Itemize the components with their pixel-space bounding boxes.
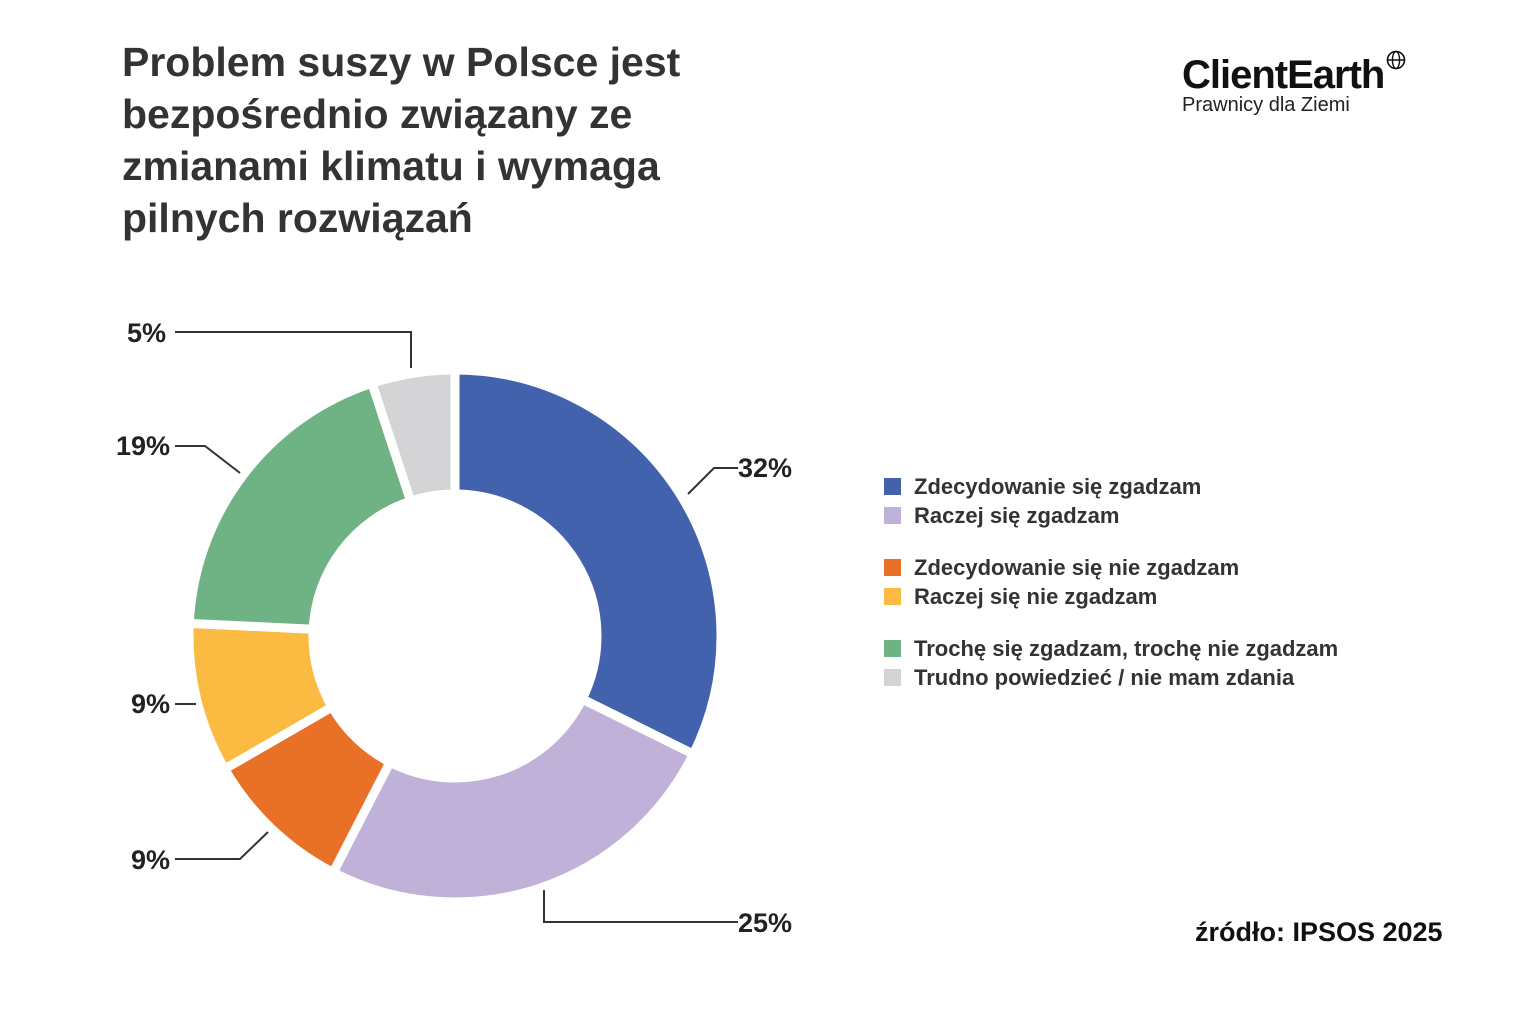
leader-line bbox=[175, 445, 241, 474]
globe-icon bbox=[1387, 50, 1406, 70]
slice-value-label: 9% bbox=[131, 845, 170, 875]
legend-swatch bbox=[884, 640, 901, 657]
legend-swatch bbox=[884, 478, 901, 495]
legend-item: Zdecydowanie się nie zgadzam bbox=[884, 553, 1338, 582]
legend-label: Trochę się zgadzam, trochę nie zgadzam bbox=[914, 635, 1339, 661]
leader-line bbox=[175, 331, 412, 368]
leader-line bbox=[687, 467, 738, 495]
legend-label: Raczej się zgadzam bbox=[914, 502, 1120, 528]
slice-value-label: 9% bbox=[131, 689, 170, 719]
slice-value-label: 19% bbox=[116, 431, 170, 461]
donut-slice bbox=[366, 365, 460, 507]
legend-item: Raczej się nie zgadzam bbox=[884, 582, 1338, 611]
leader-line bbox=[175, 831, 269, 860]
source-note: źródło: IPSOS 2025 bbox=[1195, 917, 1443, 947]
slice-value-label: 32% bbox=[738, 453, 792, 483]
legend-swatch bbox=[884, 669, 901, 686]
legend-swatch bbox=[884, 507, 901, 524]
logo-wordmark: ClientEarth bbox=[1182, 50, 1406, 100]
legend-label: Zdecydowanie się nie zgadzam bbox=[914, 554, 1240, 580]
slice-value-label: 25% bbox=[738, 908, 792, 938]
logo-name-text: ClientEarth bbox=[1182, 53, 1385, 97]
legend-item: Raczej się zgadzam bbox=[884, 501, 1338, 530]
legend-swatch bbox=[884, 588, 901, 605]
chart-legend: Zdecydowanie się zgadzam Raczej się zgadz… bbox=[884, 472, 1338, 692]
legend-label: Raczej się nie zgadzam bbox=[914, 583, 1158, 609]
donut-slice bbox=[450, 365, 726, 761]
legend-label: Trudno powiedzieć / nie mam zdania bbox=[914, 664, 1295, 690]
clientearth-logo: ClientEarth Prawnicy dla Ziemi bbox=[1182, 50, 1406, 116]
donut-slice bbox=[327, 693, 700, 907]
legend-label: Zdecydowanie się zgadzam bbox=[914, 473, 1202, 499]
chart-title: Problem suszy w Polsce jest bezpośrednio… bbox=[122, 39, 681, 241]
legend-item: Trochę się zgadzam, trochę nie zgadzam bbox=[884, 634, 1338, 663]
donut-slice bbox=[184, 377, 417, 634]
legend-swatch bbox=[884, 559, 901, 576]
leader-line bbox=[543, 890, 738, 923]
slice-value-label: 5% bbox=[127, 318, 166, 348]
logo-tagline: Prawnicy dla Ziemi bbox=[1182, 94, 1350, 116]
donut-chart: 32% 25% 9% 9% 19% 5% bbox=[116, 318, 792, 938]
legend-item: Zdecydowanie się zgadzam bbox=[884, 472, 1338, 501]
legend-item: Trudno powiedzieć / nie mam zdania bbox=[884, 663, 1338, 692]
